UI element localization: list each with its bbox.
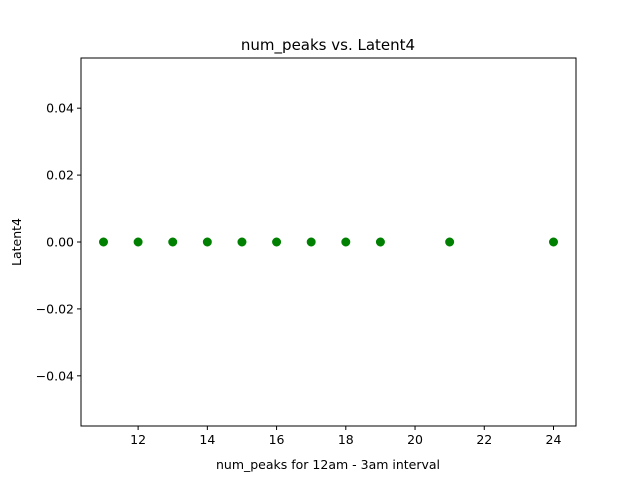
plot-area: 12 14 16 18 20 22 24 −0.04 −0.02 0.00 0.02 0.04 [36, 57, 577, 447]
x-tick-label: 22 [476, 432, 492, 447]
data-point [168, 237, 178, 247]
data-point [237, 237, 247, 247]
chart-title: num_peaks vs. Latent4 [241, 36, 415, 55]
x-tick-label: 14 [199, 432, 215, 447]
x-axis-label: num_peaks for 12am - 3am interval [216, 457, 440, 472]
plot-frame [80, 57, 577, 427]
x-tick-label: 18 [338, 432, 354, 447]
data-point [375, 237, 385, 247]
y-tick-label: 0.04 [46, 101, 74, 116]
data-point [341, 237, 351, 247]
x-tick-label: 16 [269, 432, 285, 447]
y-axis-label: Latent4 [9, 218, 24, 266]
data-point [272, 237, 282, 247]
x-tick-label: 20 [407, 432, 423, 447]
data-point [133, 237, 143, 247]
data-point [445, 237, 455, 247]
y-tick-label: −0.04 [36, 368, 74, 383]
data-point [99, 237, 109, 247]
data-point [202, 237, 212, 247]
y-tick-label: 0.00 [46, 235, 74, 250]
data-point [548, 237, 558, 247]
y-tick-label: 0.02 [46, 168, 74, 183]
x-tick-label: 12 [130, 432, 146, 447]
x-tick-label: 24 [546, 432, 562, 447]
data-point [306, 237, 316, 247]
y-tick-label: −0.02 [36, 301, 74, 316]
